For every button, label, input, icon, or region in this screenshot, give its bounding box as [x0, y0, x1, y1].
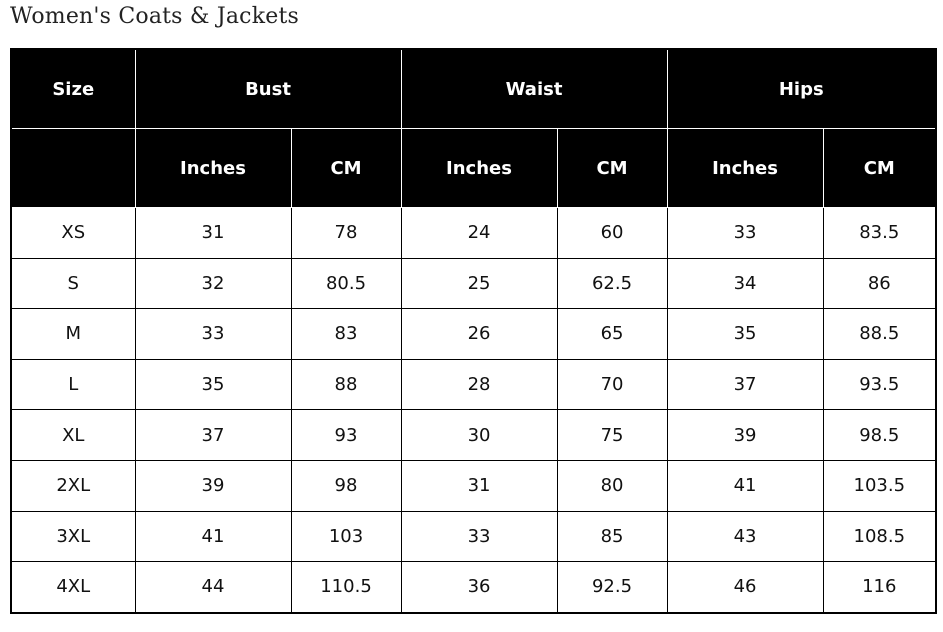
cell-hips-inches: 43 [666, 510, 824, 563]
cell-hips-cm: 108.5 [822, 510, 937, 563]
cell-waist-cm: 70 [556, 358, 668, 411]
table-row: 2XL 39 98 31 80 41 103.5 [10, 459, 937, 512]
cell-bust-cm: 80.5 [290, 257, 402, 310]
table-row: S 32 80.5 25 62.5 34 86 [10, 257, 937, 310]
cell-hips-cm: 103.5 [822, 459, 937, 512]
cell-size: S [10, 257, 136, 310]
cell-bust-inches: 32 [134, 257, 292, 310]
cell-waist-inches: 25 [400, 257, 558, 310]
table-row: XS 31 78 24 60 33 83.5 [10, 207, 937, 259]
cell-bust-inches: 31 [134, 207, 292, 259]
cell-hips-inches: 33 [666, 207, 824, 259]
header-empty [10, 128, 136, 208]
cell-bust-inches: 33 [134, 308, 292, 360]
cell-waist-inches: 33 [400, 510, 558, 563]
cell-waist-inches: 24 [400, 207, 558, 259]
header-hips: Hips [666, 49, 937, 129]
table-row: M 33 83 26 65 35 88.5 [10, 308, 937, 360]
cell-size: 2XL [10, 459, 136, 512]
table-body: XS 31 78 24 60 33 83.5 S 32 80.5 25 62.5 34 86 M 33 83 26… [10, 207, 937, 614]
page-title: Women's Coats & Jackets [10, 4, 299, 29]
cell-bust-inches: 41 [134, 510, 292, 563]
cell-hips-cm: 116 [822, 561, 937, 614]
cell-size: 4XL [10, 561, 136, 614]
table-row: 4XL 44 110.5 36 92.5 46 116 [10, 561, 937, 614]
cell-bust-inches: 44 [134, 561, 292, 614]
header-waist-cm: CM [556, 128, 668, 208]
cell-waist-inches: 26 [400, 308, 558, 360]
header-row-units: Inches CM Inches CM Inches CM [10, 128, 937, 208]
header-size: Size [10, 49, 136, 129]
cell-bust-cm: 88 [290, 358, 402, 411]
cell-hips-cm: 98.5 [822, 409, 937, 461]
cell-hips-cm: 83.5 [822, 207, 937, 259]
cell-hips-cm: 88.5 [822, 308, 937, 360]
header-bust: Bust [134, 49, 402, 129]
cell-bust-inches: 37 [134, 409, 292, 461]
cell-waist-cm: 60 [556, 207, 668, 259]
cell-hips-inches: 34 [666, 257, 824, 310]
cell-waist-cm: 62.5 [556, 257, 668, 310]
cell-size: L [10, 358, 136, 411]
cell-hips-inches: 39 [666, 409, 824, 461]
header-row-groups: Size Bust Waist Hips [10, 49, 937, 129]
cell-bust-cm: 103 [290, 510, 402, 563]
header-bust-inches: Inches [134, 128, 292, 208]
cell-waist-cm: 65 [556, 308, 668, 360]
cell-waist-cm: 92.5 [556, 561, 668, 614]
table-row: 3XL 41 103 33 85 43 108.5 [10, 510, 937, 563]
cell-bust-cm: 98 [290, 459, 402, 512]
cell-bust-inches: 39 [134, 459, 292, 512]
cell-waist-inches: 30 [400, 409, 558, 461]
cell-hips-inches: 46 [666, 561, 824, 614]
cell-hips-cm: 93.5 [822, 358, 937, 411]
cell-bust-inches: 35 [134, 358, 292, 411]
size-chart-table: Size Bust Waist Hips Inches CM Inches CM… [10, 48, 938, 614]
cell-bust-cm: 83 [290, 308, 402, 360]
header-bust-cm: CM [290, 128, 402, 208]
header-hips-cm: CM [822, 128, 937, 208]
cell-hips-inches: 35 [666, 308, 824, 360]
cell-size: 3XL [10, 510, 136, 563]
cell-bust-cm: 78 [290, 207, 402, 259]
cell-waist-cm: 75 [556, 409, 668, 461]
cell-size: M [10, 308, 136, 360]
header-waist: Waist [400, 49, 668, 129]
cell-bust-cm: 93 [290, 409, 402, 461]
table-row: XL 37 93 30 75 39 98.5 [10, 409, 937, 461]
cell-hips-inches: 41 [666, 459, 824, 512]
cell-waist-inches: 31 [400, 459, 558, 512]
cell-hips-inches: 37 [666, 358, 824, 411]
cell-waist-inches: 28 [400, 358, 558, 411]
header-hips-inches: Inches [666, 128, 824, 208]
cell-waist-inches: 36 [400, 561, 558, 614]
cell-size: XS [10, 207, 136, 259]
cell-waist-cm: 80 [556, 459, 668, 512]
table-row: L 35 88 28 70 37 93.5 [10, 358, 937, 411]
cell-hips-cm: 86 [822, 257, 937, 310]
cell-bust-cm: 110.5 [290, 561, 402, 614]
header-waist-inches: Inches [400, 128, 558, 208]
cell-size: XL [10, 409, 136, 461]
cell-waist-cm: 85 [556, 510, 668, 563]
